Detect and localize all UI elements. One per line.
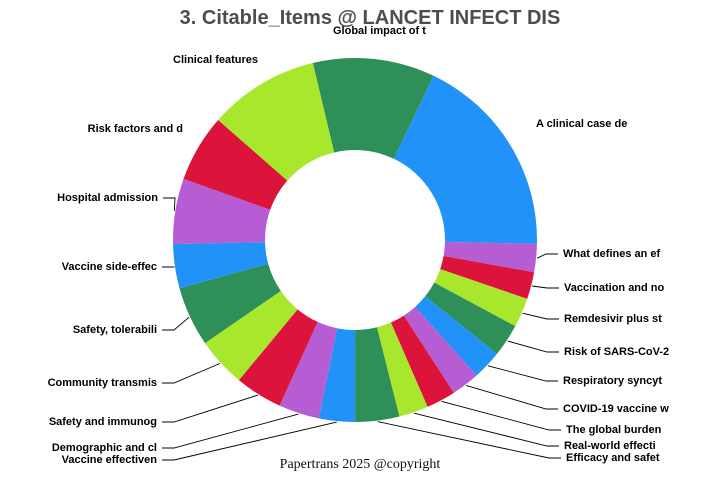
donut-slice-vaccination-and-no[interactable] — [440, 255, 535, 299]
leader-line-real-world-effecti — [413, 412, 559, 447]
donut-slice-vaccine-side-effec[interactable] — [173, 242, 269, 289]
chart-title: 3. Citable_Items @ LANCET INFECT DIS — [180, 7, 561, 29]
slice-label-clinical-features: Clinical features — [173, 54, 258, 66]
donut-slice-the-global-burden[interactable] — [390, 315, 454, 407]
donut-slice-safety-tolerabili[interactable] — [179, 263, 281, 344]
leader-line-community-transmis — [162, 363, 221, 384]
slice-label-covid-19-vaccine-w: COVID-19 vaccine w — [563, 403, 669, 415]
leader-line-safety-and-immunog — [162, 394, 259, 423]
leader-line-covid-19-vaccine-w — [465, 384, 558, 410]
donut-slice-a-clinical-case-de[interactable] — [393, 75, 538, 244]
donut-slice-respiratory-syncyt[interactable] — [415, 296, 497, 376]
slice-label-risk-factors-and-d: Risk factors and d — [88, 123, 183, 135]
donut-slice-hospital-admission[interactable] — [173, 178, 271, 245]
slice-label-what-defines-an-ef: What defines an ef — [563, 248, 661, 260]
slice-label-hospital-admission: Hospital admission — [57, 192, 158, 204]
leader-line-vaccine-effectiven — [162, 421, 337, 461]
donut-slice-vaccine-effectiven[interactable] — [318, 328, 356, 423]
leader-line-risk-of-sars-cov-2 — [507, 340, 559, 353]
donut-slice-global-impact-of-t[interactable] — [312, 57, 434, 159]
leader-line-vaccination-and-no — [532, 285, 559, 289]
donut-slice-safety-and-immunog[interactable] — [238, 309, 318, 406]
donut-slice-covid-19-vaccine-w[interactable] — [403, 306, 477, 393]
donut-slice-real-world-effecti[interactable] — [376, 322, 428, 417]
leader-lines-group — [162, 197, 561, 461]
leader-line-demographic-and-cl — [162, 413, 299, 449]
slice-label-vaccine-side-effec: Vaccine side-effec — [62, 261, 157, 273]
slice-label-vaccination-and-no: Vaccination and no — [564, 282, 665, 294]
slice-label-vaccine-effectiven: Vaccine effectiven — [62, 454, 158, 466]
slice-label-safety-tolerabili: Safety, tolerabili — [73, 324, 157, 336]
donut-slice-efficacy-and-safet[interactable] — [355, 327, 400, 422]
slice-label-a-clinical-case-de: A clinical case de — [536, 118, 627, 130]
slice-label-safety-and-immunog: Safety and immunog — [49, 416, 157, 428]
leader-line-hospital-admission — [163, 197, 176, 211]
leader-line-the-global-burden — [441, 400, 561, 431]
donut-slice-risk-of-sars-cov-2[interactable] — [425, 282, 516, 354]
slice-label-community-transmis: Community transmis — [48, 377, 157, 389]
donut-slice-what-defines-an-ef[interactable] — [443, 241, 537, 273]
leader-line-respiratory-syncyt — [487, 365, 558, 382]
slice-label-the-global-burden: The global burden — [566, 424, 662, 436]
slice-label-global-impact-of-t: Global impact of t — [333, 25, 426, 37]
leader-line-remdesivir-plus-st — [522, 312, 559, 320]
leader-line-what-defines-an-ef — [536, 253, 558, 259]
slice-label-risk-of-sars-cov-2: Risk of SARS-CoV-2 — [564, 346, 669, 358]
slice-label-remdesivir-plus-st: Remdesivir plus st — [564, 313, 662, 325]
donut-slice-remdesivir-plus-st[interactable] — [434, 269, 528, 327]
donut-slice-risk-factors-and-d[interactable] — [183, 120, 288, 210]
donut-slice-clinical-features[interactable] — [218, 62, 335, 181]
leader-line-efficacy-and-safet — [377, 421, 561, 459]
slice-label-efficacy-and-safet: Efficacy and safet — [566, 452, 660, 464]
slice-labels-group: Global impact of t A clinical case de What… — [48, 25, 670, 466]
slice-label-respiratory-syncyt: Respiratory syncyt — [563, 375, 662, 387]
donut-slices-group — [173, 57, 538, 423]
slice-label-demographic-and-cl: Demographic and cl — [52, 442, 157, 454]
donut-slice-community-transmis[interactable] — [205, 290, 298, 381]
leader-line-safety-tolerabili — [162, 316, 190, 331]
slice-label-real-world-effecti: Real-world effecti — [564, 440, 656, 452]
copyright-text: Papertrans 2025 @copyright — [280, 457, 441, 472]
donut-slice-demographic-and-cl[interactable] — [279, 321, 338, 419]
